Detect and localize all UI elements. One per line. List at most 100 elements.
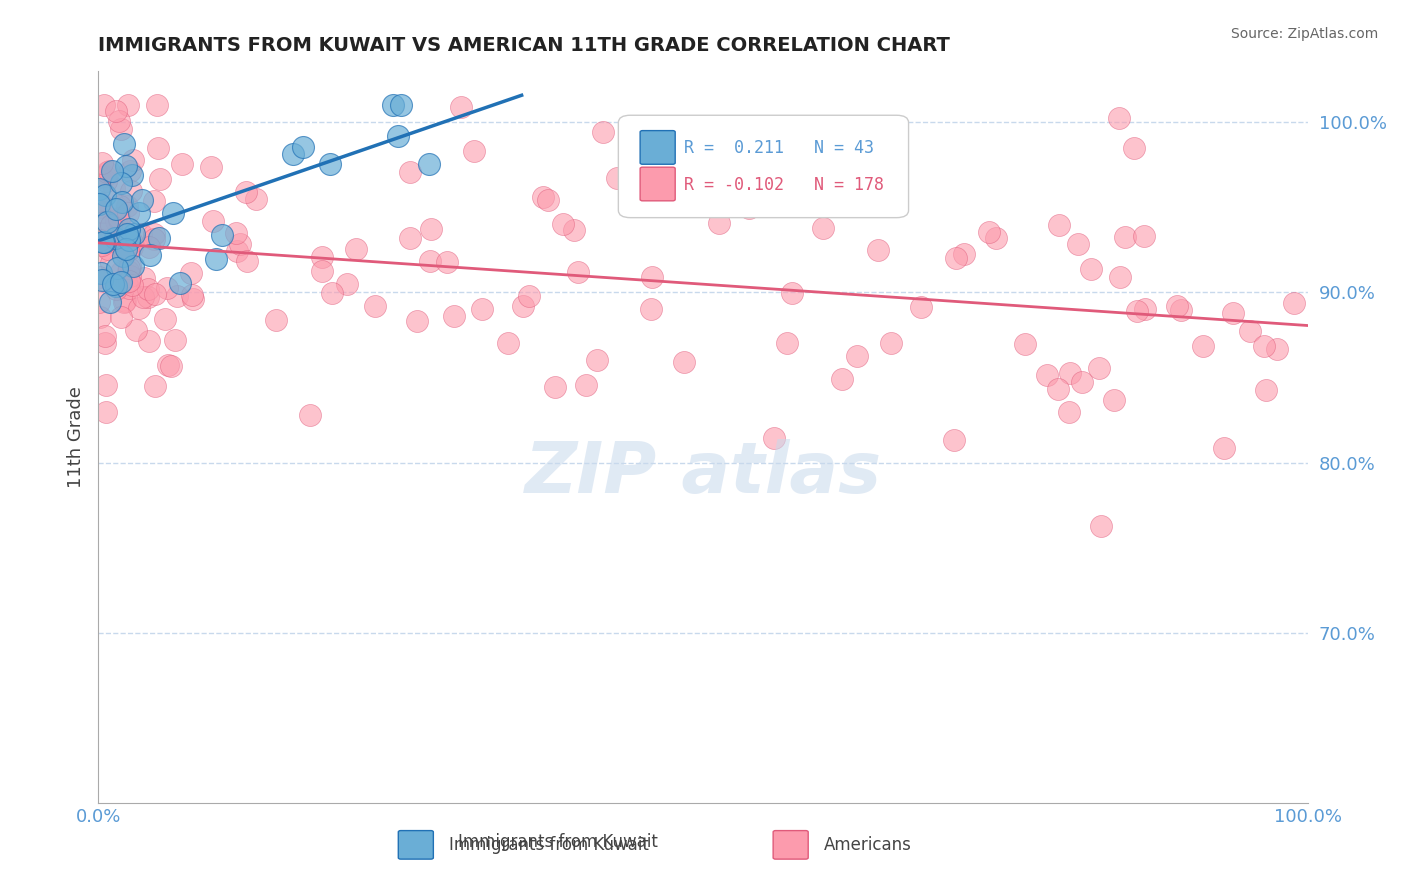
- Point: [120, 185, 142, 199]
- Point: [1108, 111, 1130, 125]
- Point: [1108, 269, 1130, 284]
- Point: [567, 265, 589, 279]
- Point: [149, 172, 172, 186]
- FancyBboxPatch shape: [398, 830, 433, 859]
- Point: [118, 221, 141, 235]
- Point: [142, 231, 165, 245]
- Point: [115, 275, 138, 289]
- Point: [606, 171, 628, 186]
- Point: [93, 187, 115, 202]
- Point: [91, 227, 114, 241]
- Point: [953, 247, 976, 261]
- Point: [1088, 360, 1111, 375]
- Point: [1222, 306, 1244, 320]
- Point: [702, 133, 724, 147]
- Point: [107, 114, 129, 128]
- Point: [104, 234, 127, 248]
- Point: [706, 166, 728, 180]
- Point: [103, 229, 125, 244]
- Point: [87, 197, 110, 211]
- Point: [235, 185, 257, 199]
- Point: [89, 294, 111, 309]
- Point: [110, 265, 132, 279]
- Point: [225, 244, 247, 258]
- Point: [143, 286, 166, 301]
- Point: [586, 352, 609, 367]
- Point: [118, 233, 141, 247]
- Point: [419, 221, 441, 235]
- Point: [235, 254, 257, 268]
- Text: IMMIGRANTS FROM KUWAIT VS AMERICAN 11TH GRADE CORRELATION CHART: IMMIGRANTS FROM KUWAIT VS AMERICAN 11TH …: [98, 36, 950, 54]
- Point: [87, 269, 110, 284]
- Point: [562, 223, 585, 237]
- Point: [94, 336, 117, 351]
- Point: [450, 100, 472, 114]
- Point: [90, 244, 112, 258]
- Point: [533, 190, 555, 204]
- Point: [169, 276, 191, 290]
- Text: Immigrants from Kuwait: Immigrants from Kuwait: [449, 836, 650, 855]
- Point: [153, 312, 176, 326]
- Point: [117, 243, 139, 257]
- Point: [118, 274, 141, 288]
- Point: [136, 282, 159, 296]
- Point: [814, 155, 837, 169]
- Point: [1133, 301, 1156, 316]
- Point: [463, 145, 485, 159]
- Point: [122, 153, 145, 168]
- Point: [1123, 140, 1146, 154]
- Point: [205, 252, 228, 266]
- Point: [110, 199, 132, 213]
- Point: [105, 104, 128, 119]
- Point: [115, 199, 138, 213]
- Point: [104, 279, 127, 293]
- Point: [398, 164, 420, 178]
- Point: [103, 180, 125, 194]
- Point: [641, 270, 664, 285]
- Point: [643, 188, 665, 202]
- Point: [551, 217, 574, 231]
- Text: Immigrants from Kuwait: Immigrants from Kuwait: [458, 833, 658, 851]
- Point: [94, 173, 117, 187]
- Point: [866, 243, 889, 257]
- Point: [91, 235, 114, 250]
- Point: [121, 240, 143, 254]
- Point: [291, 140, 314, 154]
- Point: [537, 193, 560, 207]
- Y-axis label: 11th Grade: 11th Grade: [66, 386, 84, 488]
- Point: [87, 182, 110, 196]
- Point: [111, 249, 134, 263]
- Text: ZIP atlas: ZIP atlas: [524, 439, 882, 508]
- Point: [100, 218, 122, 232]
- Point: [128, 301, 150, 315]
- Point: [105, 261, 128, 276]
- Point: [91, 205, 114, 219]
- Point: [986, 230, 1008, 244]
- Point: [336, 277, 359, 291]
- Point: [398, 231, 420, 245]
- Point: [105, 282, 128, 296]
- Text: Americans: Americans: [824, 836, 911, 855]
- Point: [1046, 382, 1069, 396]
- Point: [170, 156, 193, 170]
- Point: [104, 214, 127, 228]
- Point: [89, 195, 111, 210]
- Point: [117, 98, 139, 112]
- Point: [121, 235, 143, 250]
- Point: [181, 292, 204, 306]
- Point: [118, 164, 141, 178]
- Point: [146, 98, 169, 112]
- Point: [228, 236, 250, 251]
- Point: [110, 275, 132, 289]
- Point: [738, 202, 761, 216]
- Point: [121, 168, 143, 182]
- Point: [117, 260, 139, 275]
- Point: [117, 264, 139, 278]
- Point: [142, 227, 165, 241]
- Point: [1090, 519, 1112, 533]
- Point: [945, 251, 967, 265]
- FancyBboxPatch shape: [619, 115, 908, 218]
- Point: [1282, 295, 1305, 310]
- Point: [245, 192, 267, 206]
- Point: [89, 233, 111, 247]
